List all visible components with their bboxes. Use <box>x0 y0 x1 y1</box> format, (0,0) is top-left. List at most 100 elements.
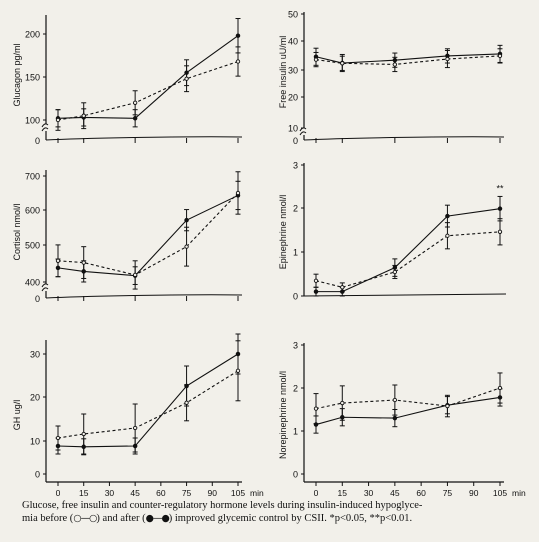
series-after-filled <box>313 195 503 297</box>
filled-circle-legend-icon: ●—● <box>145 513 170 524</box>
data-point <box>340 285 345 290</box>
axis-break-icon <box>41 123 49 132</box>
panel-epinephrine: 0 1 2 3 Epinephrine nmol/l ** <box>278 161 507 302</box>
data-point <box>445 56 450 62</box>
y-tick-label: 50 <box>288 10 298 20</box>
data-point <box>235 190 241 196</box>
caption-line-1: Glucose, free insulin and counter-regula… <box>22 500 423 511</box>
y-tick-label: 10 <box>30 437 40 447</box>
series-before-open <box>313 218 503 293</box>
baseline <box>45 294 243 299</box>
y-axis-title: Glucagon pg/ml <box>12 43 22 106</box>
x-tick-label: 15 <box>338 488 348 498</box>
significance-annotation: ** <box>496 183 504 193</box>
x-tick-label: 60 <box>156 488 166 498</box>
data-point <box>445 213 450 219</box>
series-before-open <box>55 46 241 131</box>
data-point <box>132 425 138 431</box>
panel-free-insulin: 0 10 20 30 40 50 Free insulin uU/ml <box>278 10 505 146</box>
panel-norepinephrine: 0 1 2 3 Norepinephrine nmol/l 0 15 30 45 60 75 90 10… <box>278 341 526 499</box>
y-tick-label: 40 <box>288 37 298 47</box>
y-tick-label: 600 <box>25 206 40 216</box>
x-tick-label: 105 <box>493 488 507 498</box>
baseline <box>303 293 507 297</box>
data-point <box>184 400 189 405</box>
data-point <box>55 435 61 441</box>
y-tick-label: 200 <box>25 30 40 40</box>
data-point <box>235 59 241 64</box>
series-line <box>315 231 501 288</box>
series-line <box>57 370 239 439</box>
x-tick-label: 60 <box>416 488 426 498</box>
x-tick-label: 45 <box>390 488 400 498</box>
series-line <box>316 208 501 293</box>
data-point <box>445 403 450 409</box>
series-line <box>57 60 239 121</box>
y-tick-label: 3 <box>293 161 298 171</box>
x-tick-label: 75 <box>182 488 192 498</box>
data-point <box>340 61 345 66</box>
data-point <box>392 415 398 421</box>
baseline <box>303 136 505 141</box>
data-point <box>313 406 319 411</box>
data-point <box>184 244 189 249</box>
caption-text-before: mia before ( <box>22 513 74 524</box>
y-tick-label: 10 <box>288 124 298 134</box>
y-axis-title: GH ug/l <box>12 400 22 431</box>
data-point <box>313 289 319 294</box>
axis-break-icon <box>41 283 49 292</box>
y-tick-label: 700 <box>25 172 40 182</box>
x-tick-label: 30 <box>105 488 115 498</box>
data-point <box>497 385 503 391</box>
baseline <box>45 136 243 141</box>
open-circle-legend-icon: ○—○ <box>73 513 97 524</box>
x-axis-title: min <box>512 488 526 498</box>
x-tick-label: 105 <box>231 488 245 498</box>
y-tick-label: 1 <box>293 248 298 258</box>
y-tick-label-zero: 0 <box>35 136 40 146</box>
data-point <box>235 33 241 38</box>
y-tick-label: 3 <box>293 341 298 351</box>
y-tick-label: 0 <box>35 470 40 480</box>
series-before-open <box>313 372 503 425</box>
x-tick-label: 30 <box>364 488 374 498</box>
series-line <box>315 387 501 410</box>
y-tick-label: 2 <box>293 204 298 214</box>
x-tick-label: 0 <box>314 488 319 498</box>
data-point <box>313 278 319 283</box>
x-tick-label: 75 <box>443 488 453 498</box>
data-point <box>497 229 503 234</box>
data-point <box>81 260 86 265</box>
data-point <box>392 269 398 275</box>
data-point <box>497 206 503 211</box>
data-point <box>81 431 86 437</box>
data-point <box>55 258 61 263</box>
y-tick-label: 400 <box>25 278 40 288</box>
y-tick-label-zero: 0 <box>293 136 298 146</box>
y-tick-label: 100 <box>25 116 40 126</box>
panel-gh: 0 10 20 30 GH ug/l 0 15 30 45 60 75 90 105 min <box>12 333 264 498</box>
series-line <box>57 35 239 119</box>
axis-break-icon <box>299 127 307 136</box>
y-tick-label-zero: 0 <box>35 294 40 304</box>
series-before-open <box>55 171 241 290</box>
y-axis-title: Norepinephrine nmol/l <box>278 371 288 459</box>
y-tick-label: 30 <box>30 350 40 360</box>
y-tick-label: 1 <box>293 427 298 437</box>
x-tick-label: 90 <box>469 488 479 498</box>
x-axis-title: min <box>250 488 264 498</box>
y-axis-title: Cortisol nmol/l <box>12 203 22 260</box>
x-tick-label: 15 <box>79 488 89 498</box>
data-point <box>392 397 398 403</box>
series-before-open <box>313 48 503 73</box>
data-point <box>235 368 241 373</box>
panel-cortisol: 0 400 500 600 700 Cortisol nmol/l <box>12 170 243 304</box>
data-point <box>132 100 138 105</box>
data-point <box>184 76 189 81</box>
data-point <box>55 117 61 123</box>
y-tick-label: 20 <box>30 393 40 403</box>
figure-caption: Glucose, free insulin and counter-regula… <box>22 499 527 525</box>
y-tick-label: 30 <box>288 66 298 76</box>
data-point <box>132 272 138 278</box>
y-tick-label: 2 <box>293 384 298 394</box>
